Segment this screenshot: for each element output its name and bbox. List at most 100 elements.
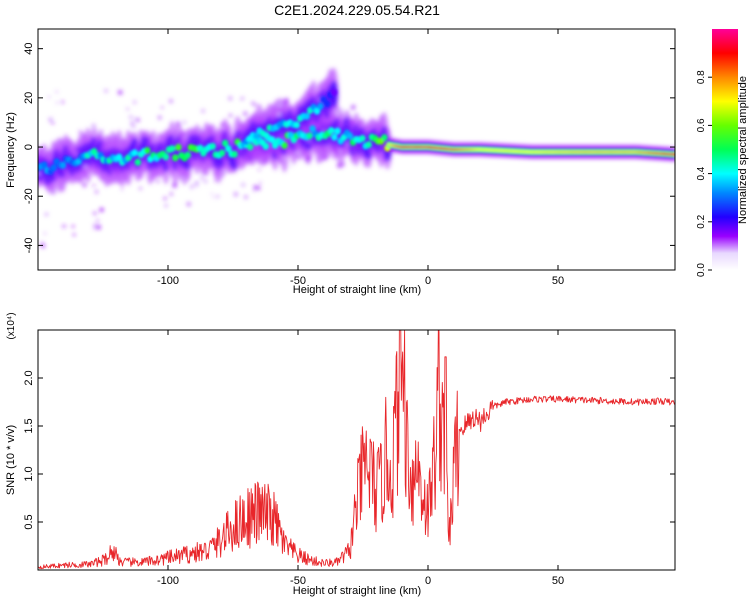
heatmap-speckle	[307, 139, 311, 142]
heatmap-speckle	[203, 178, 208, 184]
heatmap-core-cell	[317, 103, 324, 111]
heatmap-speckle	[228, 113, 233, 118]
heatmap-speckle	[120, 188, 124, 191]
heatmap-speckle	[98, 135, 102, 139]
spectrogram-y-label: Frequency (Hz)	[5, 112, 17, 188]
heatmap-speckle	[96, 219, 100, 223]
heatmap-speckle	[181, 176, 186, 181]
heatmap-core-cell	[175, 143, 182, 151]
snr-panel: -100 -50 0 50 0.5 1.0 1.5 2.0 Height of straig…	[5, 312, 676, 597]
heatmap-speckle	[43, 232, 47, 235]
snr-frame	[37, 329, 676, 571]
heatmap-core-cell	[313, 107, 321, 115]
heatmap-speckle	[183, 134, 188, 139]
colorbar-label: Normalized spectral amplitude	[737, 76, 749, 224]
heatmap-speckle	[345, 142, 350, 146]
y-tick-label: 1.5	[23, 418, 35, 433]
spectrogram-frame	[37, 28, 676, 271]
heatmap-speckle	[44, 212, 49, 217]
heatmap-speckle	[51, 121, 55, 125]
heatmap-speckle	[40, 243, 46, 249]
heatmap-speckle	[169, 192, 173, 196]
y-tick-label: 0	[23, 144, 35, 150]
heatmap-speckle	[330, 111, 336, 117]
colorbar-ticks: 0.0 0.2 0.4 0.6 0.8	[696, 70, 712, 277]
heatmap-core-cell	[162, 153, 170, 161]
heatmap-core-cell	[672, 152, 675, 157]
x-tick-label: 50	[552, 575, 564, 587]
heatmap-speckle	[152, 137, 158, 143]
heatmap-speckle	[161, 106, 164, 109]
heatmap-core-cell	[172, 154, 179, 162]
heatmap-speckle	[55, 101, 59, 104]
y-tick-label: 20	[23, 92, 35, 104]
heatmap-speckle	[133, 117, 136, 120]
heatmap-speckle	[103, 142, 107, 146]
colorbar-tick-label: 0.4	[696, 166, 707, 180]
heatmap-speckle	[256, 160, 259, 164]
heatmap-speckle	[333, 147, 338, 153]
heatmap-speckle	[96, 224, 101, 230]
x-tick-label: 50	[552, 275, 564, 287]
heatmap-speckle	[240, 182, 246, 188]
heatmap-core-cell	[231, 150, 238, 158]
heatmap-speckle	[220, 122, 225, 127]
heatmap-speckle	[220, 133, 225, 138]
y-tick-label: 40	[23, 43, 35, 55]
heatmap-speckle	[221, 171, 226, 176]
heatmap-core-cell	[359, 134, 366, 142]
heatmap-speckle	[350, 105, 356, 111]
heatmap-core-cell	[323, 100, 331, 108]
heatmap-speckle	[48, 118, 52, 121]
heatmap-speckle	[251, 101, 255, 106]
heatmap-speckle	[214, 179, 217, 182]
spectrogram-x-ticks: -100 -50 0 50	[157, 29, 564, 287]
heatmap-core-cell	[168, 145, 176, 153]
heatmap-speckle	[61, 100, 64, 104]
heatmap-core-cell	[262, 142, 269, 150]
heatmap-speckle	[94, 190, 99, 194]
heatmap-speckle	[210, 131, 213, 134]
heatmap-speckle	[350, 154, 353, 157]
heatmap-speckle	[261, 158, 265, 163]
heatmap-speckle	[277, 112, 282, 117]
heatmap-speckle	[198, 127, 203, 132]
heatmap-speckle	[66, 139, 70, 143]
heatmap-speckle	[307, 161, 310, 165]
heatmap-speckle	[50, 116, 54, 120]
heatmap-speckle	[157, 115, 162, 120]
heatmap-speckle	[228, 96, 233, 101]
heatmap-speckle	[135, 118, 140, 122]
colorbar-tick-label: 0.8	[696, 70, 707, 84]
heatmap-speckle	[309, 93, 313, 97]
heatmap-speckle	[356, 145, 360, 149]
heatmap-speckle	[258, 181, 262, 185]
figure-title: C2E1.2024.229.05.54.R21	[274, 2, 440, 18]
x-tick-label: -100	[157, 575, 179, 587]
heatmap-speckle	[296, 150, 301, 155]
heatmap-speckle	[48, 95, 51, 99]
y-tick-label: -20	[23, 188, 35, 204]
snr-x-label: Height of straight line (km)	[293, 585, 421, 597]
heatmap-speckle	[38, 156, 44, 162]
heatmap-speckle	[75, 151, 78, 154]
heatmap-core-cell	[184, 151, 191, 159]
x-tick-label: -50	[290, 575, 306, 587]
heatmap-speckle	[225, 161, 229, 165]
heatmap-speckle	[156, 179, 160, 184]
heatmap-core-cell	[330, 88, 338, 96]
heatmap-speckle	[78, 130, 81, 133]
heatmap-speckle	[182, 120, 187, 125]
heatmap-speckle	[211, 137, 215, 141]
spectrogram-x-label: Height of straight line (km)	[293, 284, 421, 296]
heatmap-speckle	[51, 190, 57, 195]
colorbar-tick-label: 0.6	[696, 118, 707, 132]
heatmap-speckle	[117, 89, 123, 95]
colorbar-gradient	[712, 29, 738, 270]
heatmap-speckle	[281, 157, 285, 161]
heatmap-speckle	[245, 118, 250, 123]
heatmap-core-cell	[252, 132, 260, 140]
colorbar-tick-label: 0.0	[696, 263, 707, 277]
heatmap-speckle	[99, 207, 104, 212]
heatmap-speckle	[264, 158, 268, 162]
